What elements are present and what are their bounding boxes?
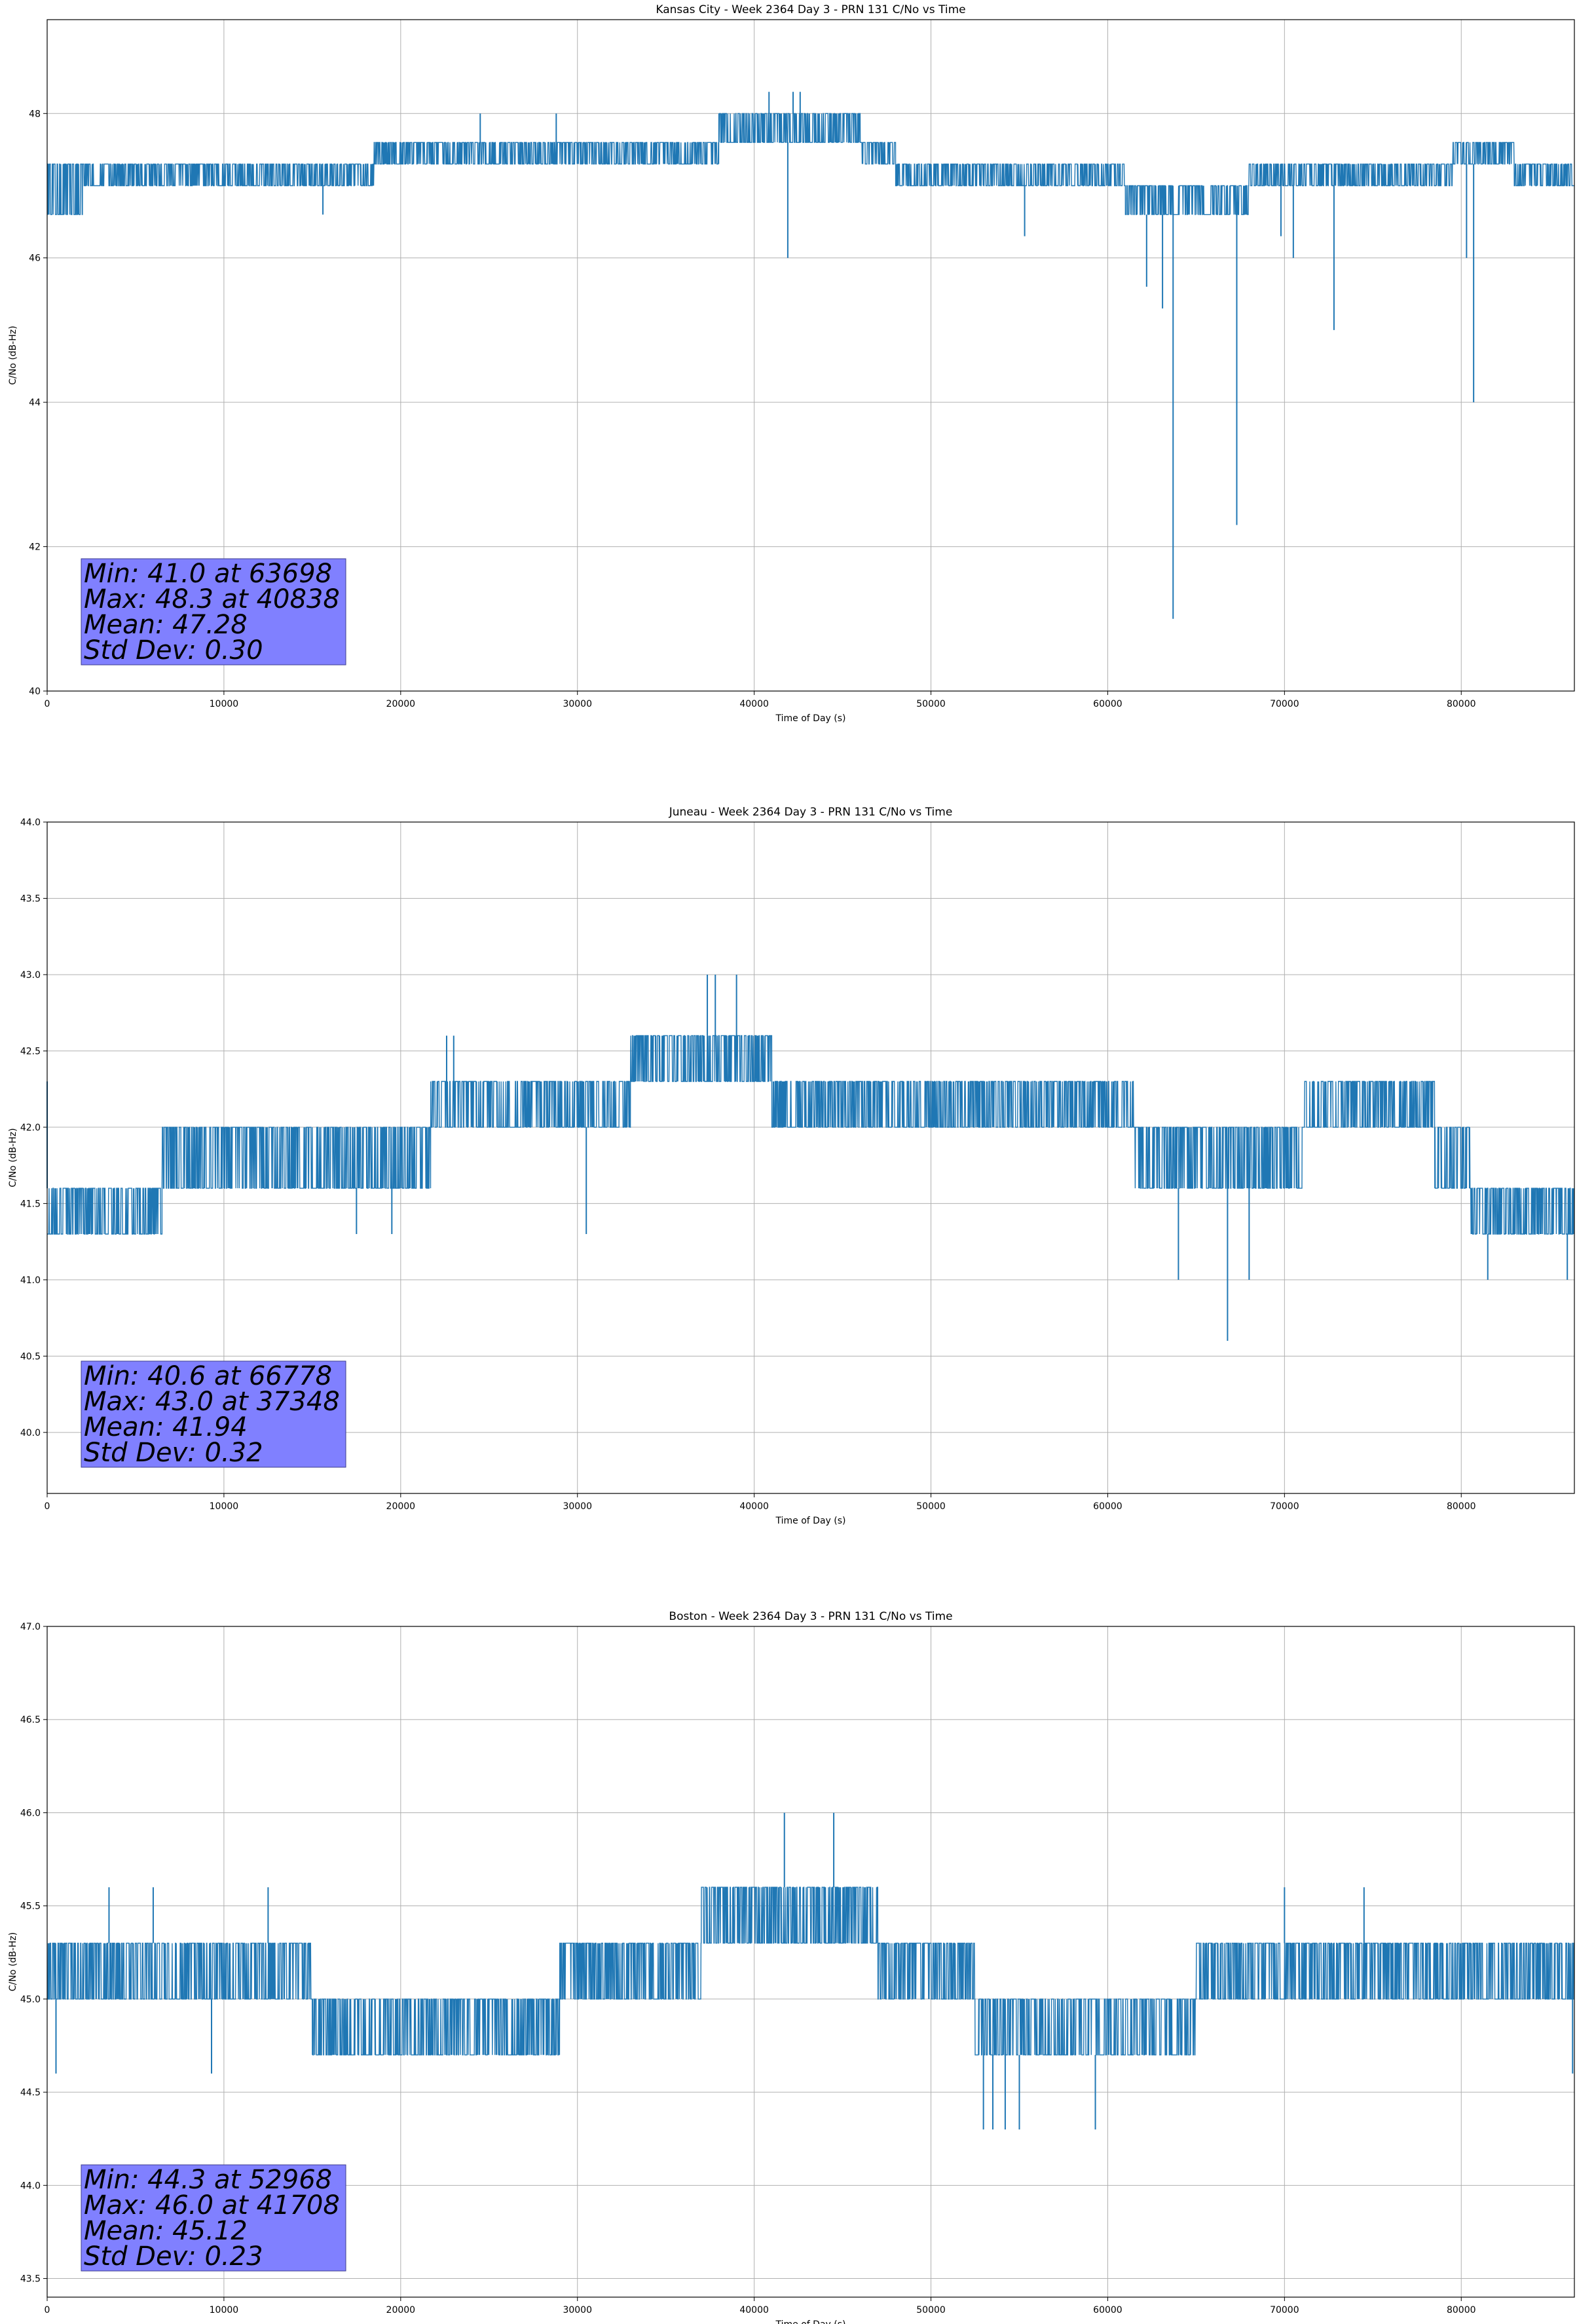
boston-x-tick-label: 50000	[916, 2305, 946, 2315]
juneau-x-tick-label: 40000	[739, 1501, 769, 1512]
juneau-x-tick-label: 80000	[1447, 1501, 1476, 1512]
kansas-city-chart-title: Kansas City - Week 2364 Day 3 - PRN 131 …	[656, 3, 965, 16]
juneau-x-tick-label: 60000	[1093, 1501, 1122, 1512]
boston-y-tick-label: 46.0	[20, 1808, 41, 1818]
boston-y-tick-label: 44.0	[20, 2181, 41, 2191]
boston-y-axis-label: C/No (dB-Hz)	[8, 1932, 18, 1991]
boston-x-tick-label: 20000	[386, 2305, 416, 2315]
kansas-city-stats-min: Min: 41.0 at 63698	[84, 559, 332, 589]
juneau-chart: Juneau - Week 2364 Day 3 - PRN 131 C/No …	[8, 806, 1575, 1526]
juneau-stats-max: Max: 43.0 at 37348	[84, 1387, 340, 1417]
boston-x-tick-label: 40000	[739, 2305, 769, 2315]
juneau-x-tick-label: 70000	[1270, 1501, 1299, 1512]
boston-y-tick-label: 43.5	[20, 2274, 41, 2285]
boston-x-tick-label: 80000	[1447, 2305, 1476, 2315]
boston-chart-title: Boston - Week 2364 Day 3 - PRN 131 C/No …	[669, 1610, 952, 1623]
juneau-y-tick-label: 42.0	[20, 1123, 41, 1133]
juneau-y-tick-label: 44.0	[20, 817, 41, 828]
kansas-city-x-tick-label: 70000	[1270, 699, 1299, 709]
boston-stats-box	[81, 2164, 346, 2272]
kansas-city-x-tick-label: 30000	[563, 699, 592, 709]
kansas-city-x-tick-label: 0	[45, 699, 50, 709]
juneau-x-tick-label: 50000	[916, 1501, 946, 1512]
juneau-y-axis-label: C/No (dB-Hz)	[8, 1128, 18, 1187]
kansas-city-y-tick-label: 48	[29, 109, 41, 119]
juneau-x-tick-label: 30000	[563, 1501, 592, 1512]
kansas-city-stats-std: Std Dev: 0.30	[84, 635, 263, 665]
juneau-y-tick-label: 42.5	[20, 1046, 41, 1057]
boston-cno-series-line	[47, 1886, 1574, 2055]
kansas-city-x-tick-label: 50000	[916, 699, 946, 709]
juneau-y-tick-label: 40.0	[20, 1428, 41, 1438]
boston-x-tick-label: 70000	[1270, 2305, 1299, 2315]
boston-y-tick-label: 45.5	[20, 1902, 41, 1912]
boston-x-tick-label: 10000	[210, 2305, 239, 2315]
boston-y-tick-label: 46.5	[20, 1715, 41, 1725]
juneau-y-tick-label: 43.5	[20, 893, 41, 904]
kansas-city-x-tick-label: 60000	[1093, 699, 1122, 709]
boston-axes-frame	[46, 1626, 1575, 2298]
kansas-city-axes-frame	[46, 19, 1575, 692]
boston-stats-max: Max: 46.0 at 41708	[84, 2190, 340, 2221]
juneau-y-tick-label: 40.5	[20, 1351, 41, 1362]
kansas-city-stats-max: Max: 48.3 at 40838	[84, 584, 340, 614]
boston-x-tick-label: 0	[45, 2305, 50, 2315]
juneau-stats-box	[81, 1360, 346, 1468]
juneau-x-tick-label: 0	[45, 1501, 50, 1512]
boston-x-tick-label: 60000	[1093, 2305, 1122, 2315]
juneau-stats-std: Std Dev: 0.32	[84, 1438, 263, 1468]
juneau-chart-title: Juneau - Week 2364 Day 3 - PRN 131 C/No …	[669, 806, 953, 819]
boston-x-tick-label: 30000	[563, 2305, 592, 2315]
kansas-city-x-tick-label: 20000	[386, 699, 416, 709]
juneau-x-axis-label: Time of Day (s)	[775, 1516, 846, 1526]
boston-stats-std: Std Dev: 0.23	[84, 2241, 263, 2272]
juneau-y-tick-label: 43.0	[20, 970, 41, 981]
juneau-x-tick-label: 20000	[386, 1501, 416, 1512]
kansas-city-x-axis-label: Time of Day (s)	[775, 713, 846, 724]
kansas-city-x-tick-label: 40000	[739, 699, 769, 709]
kansas-city-stats-box	[81, 558, 346, 665]
juneau-stats-min: Min: 40.6 at 66778	[84, 1361, 332, 1391]
kansas-city-chart: Kansas City - Week 2364 Day 3 - PRN 131 …	[8, 3, 1575, 724]
kansas-city-y-tick-label: 46	[29, 253, 41, 264]
boston-chart: Boston - Week 2364 Day 3 - PRN 131 C/No …	[8, 1610, 1575, 2324]
kansas-city-stats-mean: Mean: 47.28	[84, 610, 248, 640]
kansas-city-y-tick-label: 42	[29, 542, 41, 553]
juneau-stats-mean: Mean: 41.94	[84, 1412, 248, 1442]
kansas-city-y-tick-label: 40	[29, 686, 41, 697]
boston-y-tick-label: 45.0	[20, 1995, 41, 2005]
kansas-city-x-tick-label: 10000	[210, 699, 239, 709]
juneau-axes-frame	[46, 821, 1575, 1494]
juneau-cno-series-line	[47, 1035, 1575, 1235]
boston-stats-min: Min: 44.3 at 52968	[84, 2165, 332, 2195]
boston-stats-mean: Mean: 45.12	[84, 2216, 248, 2246]
boston-x-axis-label: Time of Day (s)	[775, 2319, 846, 2324]
boston-y-tick-label: 44.5	[20, 2088, 41, 2098]
juneau-y-tick-label: 41.5	[20, 1199, 41, 1209]
boston-y-tick-label: 47.0	[20, 1622, 41, 1632]
kansas-city-y-tick-label: 44	[29, 398, 41, 408]
juneau-y-tick-label: 41.0	[20, 1275, 41, 1286]
juneau-x-tick-label: 10000	[210, 1501, 239, 1512]
kansas-city-cno-series-line	[46, 113, 1574, 216]
kansas-city-y-axis-label: C/No (dB-Hz)	[8, 326, 18, 384]
kansas-city-x-tick-label: 80000	[1447, 699, 1476, 709]
